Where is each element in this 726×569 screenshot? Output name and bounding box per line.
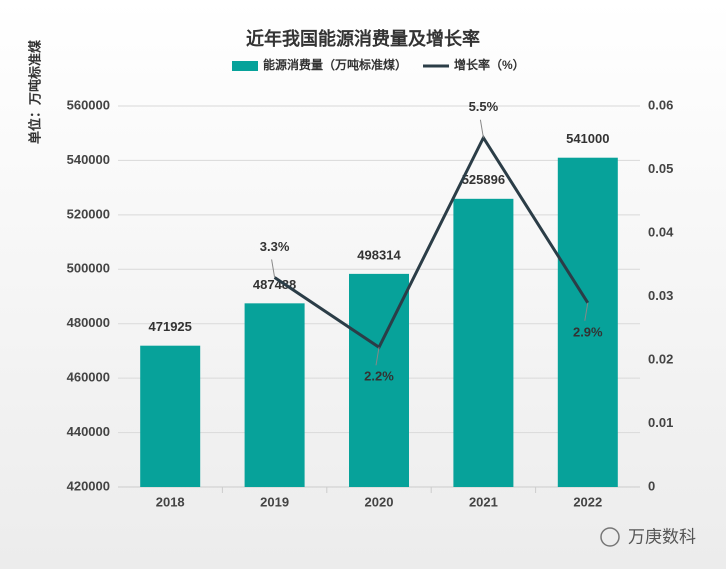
watermark: 万庚数科	[600, 527, 696, 547]
bar	[244, 303, 305, 487]
legend-swatch	[232, 61, 258, 71]
y-tick-label: 540000	[67, 152, 110, 167]
x-tick-label: 2018	[156, 494, 185, 509]
y2-tick-label: 0.02	[648, 351, 673, 366]
y-tick-label: 460000	[67, 370, 110, 385]
x-tick-label: 2020	[365, 494, 394, 509]
bar-value-label: 541000	[566, 131, 609, 146]
y2-tick-label: 0.05	[648, 161, 673, 176]
bar-value-label: 498314	[357, 247, 401, 262]
line-value-label: 3.3%	[260, 239, 290, 254]
watermark-text: 万庚数科	[628, 527, 696, 546]
y-tick-label: 480000	[67, 315, 110, 330]
y-tick-label: 520000	[67, 206, 110, 221]
y-tick-label: 440000	[67, 424, 110, 439]
y2-tick-label: 0.01	[648, 415, 673, 430]
y2-tick-label: 0.04	[648, 224, 674, 239]
x-tick-label: 2019	[260, 494, 289, 509]
bar-value-label: 487488	[253, 277, 296, 292]
bar	[453, 198, 514, 488]
x-tick-label: 2021	[469, 494, 498, 509]
y-tick-label: 560000	[67, 97, 110, 112]
line-value-label: 2.9%	[573, 324, 603, 339]
line-value-label: 2.2%	[364, 369, 394, 384]
line	[273, 134, 590, 350]
bar	[140, 345, 201, 487]
y2-tick-label: 0.06	[648, 97, 673, 112]
bar-value-label: 471925	[149, 319, 192, 334]
bar-value-label: 525896	[462, 172, 505, 187]
leader-line	[584, 302, 589, 321]
x-tick-label: 2022	[573, 494, 602, 509]
legend-label: 能源消费量（万吨标准煤）	[263, 57, 407, 72]
y-tick-label: 420000	[67, 478, 110, 493]
y-tick-label: 500000	[67, 261, 110, 276]
y2-tick-label: 0.03	[648, 288, 673, 303]
bar	[557, 157, 618, 487]
line-value-label: 5.5%	[469, 99, 499, 114]
legend-label: 增长率（%）	[454, 57, 525, 72]
leader-line	[375, 347, 380, 366]
y-axis-label: 单位：万吨标准煤	[27, 40, 42, 144]
chart-title: 近年我国能源消费量及增长率	[246, 28, 480, 49]
y2-tick-label: 0	[648, 478, 655, 493]
leader-line	[479, 119, 484, 138]
watermark-icon	[600, 527, 620, 547]
leader-line	[271, 259, 276, 278]
